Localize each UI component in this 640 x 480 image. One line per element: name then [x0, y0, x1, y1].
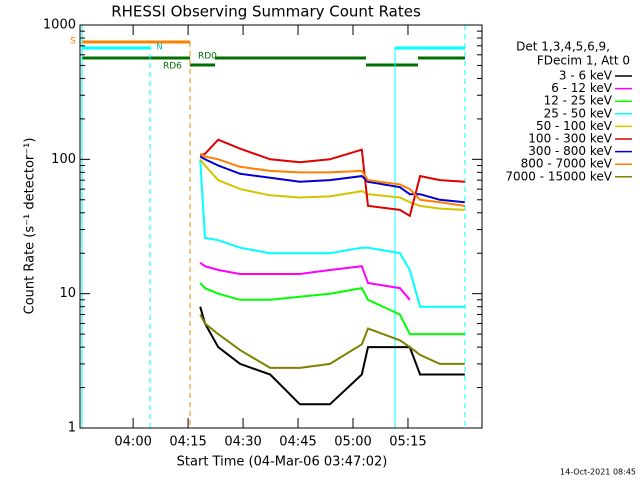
legend-label: 100 - 300 keV: [528, 132, 612, 146]
x-tick-label: 04:15: [169, 435, 206, 450]
series-line: [199, 155, 465, 204]
state-label: S: [70, 37, 76, 47]
legend-label: 25 - 50 keV: [544, 106, 613, 120]
y-axis-label: Count Rate (s⁻¹ detector⁻¹): [23, 138, 38, 315]
x-axis-label: Start Time (04-Mar-06 03:47:02): [177, 455, 388, 470]
series-line: [199, 314, 465, 369]
legend-header: FDecim 1, Att 0: [537, 54, 630, 68]
y-tick-label: 1: [68, 421, 76, 436]
x-tick-label: 04:00: [114, 435, 151, 450]
series-line: [199, 159, 465, 308]
legend-header: Det 1,3,4,5,6,9,: [516, 40, 610, 54]
series-line: [199, 138, 465, 218]
plot-frame: [79, 24, 483, 429]
series-line: [199, 261, 411, 301]
y-tick-label: 10: [59, 286, 76, 301]
state-label: N: [156, 43, 163, 53]
legend-label: 12 - 25 keV: [544, 94, 613, 108]
legend-label: 7000 - 15000 keV: [505, 169, 612, 183]
x-tick-label: 05:15: [389, 435, 426, 450]
x-tick-label: 05:00: [334, 435, 371, 450]
state-bars: S N RD0 RD6: [70, 37, 465, 72]
x-tick-label: 04:30: [224, 435, 261, 450]
x-tick-label: 04:45: [279, 435, 316, 450]
legend-label: 300 - 800 keV: [528, 144, 612, 158]
series-line: [199, 306, 465, 406]
series-line: [199, 158, 465, 211]
footer: 14-Oct-2021 08:45: [560, 468, 636, 477]
state-label: RD6: [163, 62, 182, 72]
legend-label: 50 - 100 keV: [536, 119, 613, 133]
y-tick-label: 1000: [43, 18, 76, 33]
legend-label: 6 - 12 keV: [551, 81, 613, 95]
y-tick-label: 100: [51, 152, 76, 167]
legend-label: 3 - 6 keV: [559, 69, 613, 83]
series-line: [199, 152, 465, 207]
markers: [81, 25, 466, 428]
legend-label: 800 - 7000 keV: [521, 157, 613, 171]
state-label: RD0: [198, 52, 217, 62]
chart-title: RHESSI Observing Summary Count Rates: [111, 3, 421, 21]
series-line: [199, 282, 465, 336]
